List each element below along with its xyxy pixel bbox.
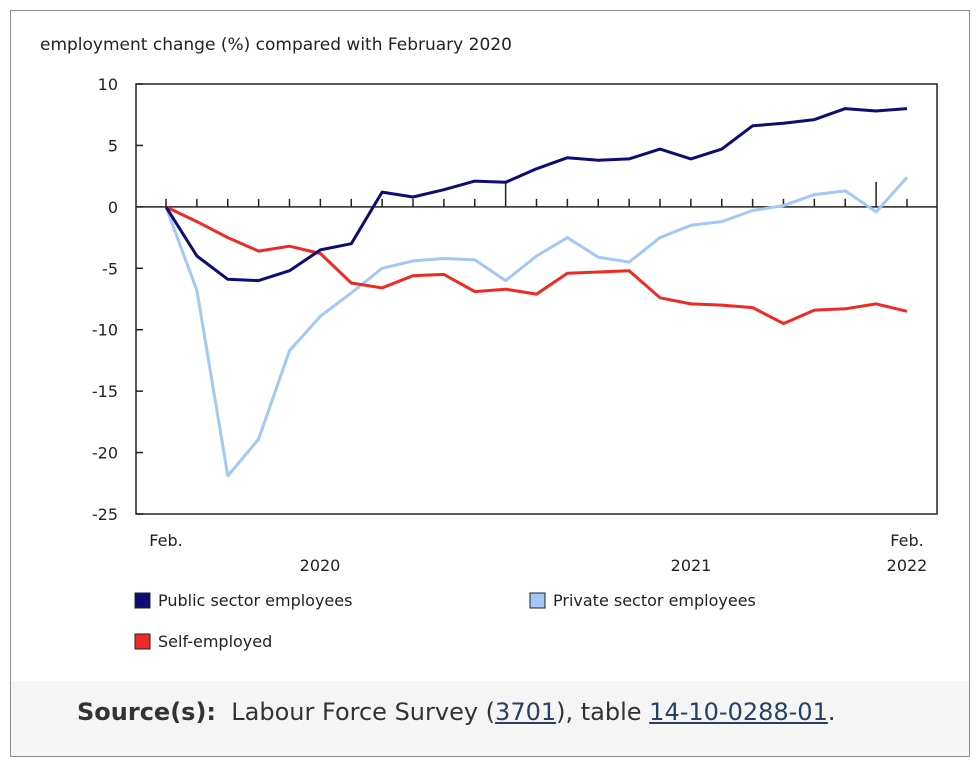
source-text-3: . xyxy=(827,698,836,726)
y-tick-label: 5 xyxy=(108,136,118,155)
y-tick-label: -25 xyxy=(92,505,118,524)
x-year-label-2020: 2020 xyxy=(300,556,341,575)
source-note: Source(s): Labour Force Survey (3701), t… xyxy=(77,698,836,726)
source-text-2: ), table xyxy=(556,698,650,726)
y-tick-label: -10 xyxy=(92,321,118,340)
y-tick-label: 0 xyxy=(108,198,118,217)
x-tick-label-start: Feb. xyxy=(149,531,182,550)
y-tick-label: -15 xyxy=(92,382,118,401)
series-line-self-employed xyxy=(165,205,908,326)
y-tick-label: 10 xyxy=(98,75,118,94)
plot-area xyxy=(135,83,938,515)
x-tick-label-end: Feb. xyxy=(890,531,923,550)
series-line-public-sector-employees xyxy=(164,107,908,283)
y-tick-label: -5 xyxy=(102,259,118,278)
legend-label: Self-employed xyxy=(158,632,272,651)
source-label: Source(s): xyxy=(77,698,217,726)
chart-title: employment change (%) compared with Febr… xyxy=(40,35,512,55)
source-text-1: Labour Force Survey ( xyxy=(231,698,496,726)
survey-link[interactable]: 3701 xyxy=(495,698,557,726)
table-link[interactable]: 14-10-0288-01 xyxy=(649,698,828,726)
legend-swatch xyxy=(134,592,151,609)
legend-label: Private sector employees xyxy=(553,591,756,610)
legend-label: Public sector employees xyxy=(158,591,352,610)
x-year-label-2021: 2021 xyxy=(671,556,712,575)
legend-swatch xyxy=(134,633,151,650)
series-line-private-sector-employees xyxy=(164,176,909,478)
x-year-label-2022: 2022 xyxy=(887,556,928,575)
legend-swatch xyxy=(529,592,546,609)
y-tick-label: -20 xyxy=(92,444,118,463)
